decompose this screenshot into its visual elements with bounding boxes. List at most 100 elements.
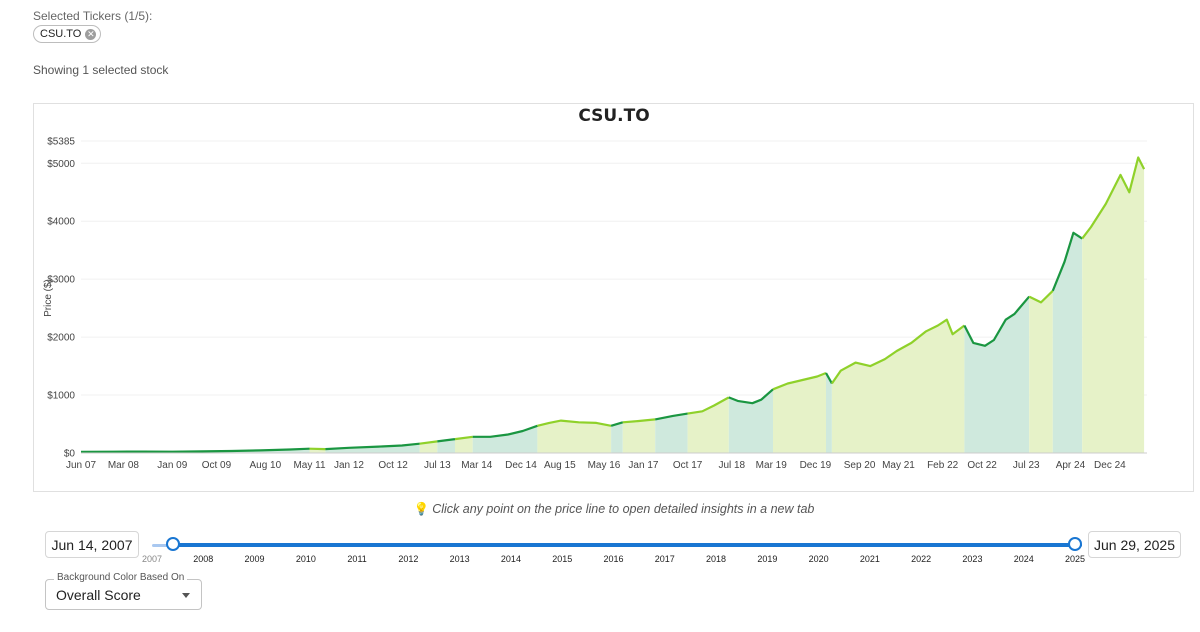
price-line-segment-0[interactable] bbox=[80, 447, 310, 453]
score-band-17 bbox=[1029, 290, 1053, 453]
y-tick-label: $1000 bbox=[47, 391, 75, 402]
x-tick-label: Jan 09 bbox=[157, 460, 187, 471]
x-tick-label: Feb 22 bbox=[927, 460, 959, 471]
price-chart: $0 $1000 $2000 $3000 $4000 $5000 $5385 Jun 07 Ma… bbox=[33, 103, 1194, 492]
score-band-8 bbox=[611, 422, 623, 453]
score-band-10 bbox=[655, 413, 688, 453]
range-start-date[interactable]: Jun 14, 2007 bbox=[45, 531, 139, 558]
x-tick-label: Oct 17 bbox=[673, 460, 703, 471]
x-tick-label: Mar 19 bbox=[756, 460, 788, 471]
x-tick-label: Oct 09 bbox=[202, 460, 232, 471]
x-tick-label: Sep 20 bbox=[844, 460, 876, 471]
slider-year-2018: 2018 bbox=[706, 554, 727, 564]
slider-year-2012: 2012 bbox=[398, 554, 419, 564]
price-line-segment-8[interactable] bbox=[610, 421, 624, 427]
slider-year-2020: 2020 bbox=[808, 554, 829, 564]
score-band-11 bbox=[687, 397, 729, 453]
slider-year-2009: 2009 bbox=[244, 554, 265, 564]
price-line-segment-10[interactable] bbox=[654, 412, 688, 421]
x-tick-label: Jan 12 bbox=[334, 460, 364, 471]
y-tick-label: $4000 bbox=[47, 217, 75, 228]
score-band-7 bbox=[537, 420, 612, 453]
slider-year-2013: 2013 bbox=[449, 554, 470, 564]
score-band-16 bbox=[964, 296, 1030, 453]
ticker-chip-csu[interactable]: CSU.TO ✕ bbox=[33, 25, 102, 43]
x-tick-label: Mar 08 bbox=[108, 460, 140, 471]
slider-year-2011: 2011 bbox=[347, 554, 367, 564]
x-tick-label: May 21 bbox=[882, 460, 915, 471]
score-band-6 bbox=[472, 425, 538, 453]
x-tick-label: May 11 bbox=[293, 460, 325, 471]
x-tick-label: Aug 10 bbox=[249, 460, 281, 471]
score-band-9 bbox=[622, 419, 656, 453]
score-band-19 bbox=[1082, 157, 1145, 453]
price-line-segment-13[interactable] bbox=[772, 371, 827, 391]
price-line-segment-12[interactable] bbox=[728, 388, 774, 405]
score-band-12 bbox=[728, 389, 773, 453]
remove-ticker-icon[interactable]: ✕ bbox=[85, 28, 97, 40]
x-tick-label: Jan 17 bbox=[628, 460, 658, 471]
background-select-value: Overall Score bbox=[56, 587, 141, 603]
price-line-segment-19[interactable] bbox=[1081, 156, 1146, 240]
date-range-slider[interactable]: 2007 2008 2009 2010 2011 2012 2013 2014 2015 2016… bbox=[141, 533, 1085, 573]
x-tick-label: Aug 15 bbox=[544, 460, 576, 471]
slider-selected-range[interactable] bbox=[173, 543, 1082, 547]
price-line-segment-15[interactable] bbox=[830, 318, 966, 385]
x-tick-label: Jul 18 bbox=[718, 460, 745, 471]
y-tick-label: $0 bbox=[64, 449, 76, 460]
y-axis-label: Price ($) bbox=[43, 279, 54, 317]
price-line-segment-14[interactable] bbox=[825, 372, 833, 385]
score-band-18 bbox=[1052, 232, 1083, 453]
slider-year-2017: 2017 bbox=[654, 554, 675, 564]
score-band-5 bbox=[455, 436, 473, 453]
slider-year-2016: 2016 bbox=[603, 554, 624, 564]
price-line-segment-6[interactable] bbox=[472, 424, 538, 438]
price-line-segment-11[interactable] bbox=[687, 396, 730, 415]
y-tick-label: $3000 bbox=[47, 275, 75, 286]
score-band-15 bbox=[831, 319, 965, 453]
slider-year-2010: 2010 bbox=[295, 554, 316, 564]
y-tick-label: $5000 bbox=[47, 159, 75, 170]
price-line-segment-7[interactable] bbox=[537, 419, 612, 427]
price-line-segment-18[interactable] bbox=[1051, 231, 1083, 292]
price-line-segment-5[interactable] bbox=[454, 435, 473, 441]
x-tick-label: May 16 bbox=[588, 460, 621, 471]
range-end-date[interactable]: Jun 29, 2025 bbox=[1088, 531, 1181, 558]
price-line-segment-2[interactable] bbox=[325, 442, 420, 451]
price-line-segment-9[interactable] bbox=[622, 418, 656, 424]
lightbulb-icon: 💡 bbox=[413, 502, 430, 516]
score-band-3 bbox=[419, 441, 438, 453]
x-tick-label: Oct 22 bbox=[967, 460, 997, 471]
chart-hint: 💡 Click any point on the price line to op… bbox=[0, 502, 1200, 517]
y-tick-label: $5385 bbox=[47, 137, 75, 148]
x-tick-label: Mar 14 bbox=[461, 460, 493, 471]
price-line-segment-16[interactable] bbox=[963, 295, 1031, 347]
slider-year-2007: 2007 bbox=[141, 554, 163, 564]
x-tick-label: Dec 14 bbox=[505, 460, 537, 471]
x-tick-label: Jul 13 bbox=[424, 460, 451, 471]
ticker-chip-label: CSU.TO bbox=[40, 28, 82, 40]
price-chart-svg[interactable]: $0 $1000 $2000 $3000 $4000 $5000 $5385 Jun 07 Ma… bbox=[34, 104, 1195, 493]
x-tick-label: Jun 07 bbox=[66, 460, 96, 471]
price-line-segment-3[interactable] bbox=[419, 440, 438, 445]
score-band-4 bbox=[437, 439, 455, 453]
slider-year-2024: 2024 bbox=[1013, 554, 1034, 564]
x-tick-label: Oct 12 bbox=[378, 460, 408, 471]
x-tick-label: Jul 23 bbox=[1013, 460, 1040, 471]
x-tick-label: Apr 24 bbox=[1056, 460, 1086, 471]
y-tick-label: $2000 bbox=[47, 333, 75, 344]
chevron-down-icon bbox=[182, 593, 190, 598]
price-line-segment-4[interactable] bbox=[437, 438, 456, 443]
slider-year-2008: 2008 bbox=[193, 554, 214, 564]
slider-year-2022: 2022 bbox=[911, 554, 932, 564]
x-tick-label: Dec 24 bbox=[1094, 460, 1126, 471]
background-color-select[interactable]: Background Color Based On Overall Score bbox=[45, 572, 202, 610]
slider-start-thumb[interactable] bbox=[166, 537, 180, 551]
chart-hint-text: Click any point on the price line to ope… bbox=[432, 502, 815, 516]
slider-end-thumb[interactable] bbox=[1068, 537, 1082, 551]
x-tick-label: Dec 19 bbox=[800, 460, 832, 471]
background-select-label: Background Color Based On bbox=[54, 572, 188, 583]
slider-year-2023: 2023 bbox=[962, 554, 983, 564]
showing-count-text: Showing 1 selected stock bbox=[33, 63, 169, 77]
price-line-segment-17[interactable] bbox=[1028, 290, 1054, 304]
